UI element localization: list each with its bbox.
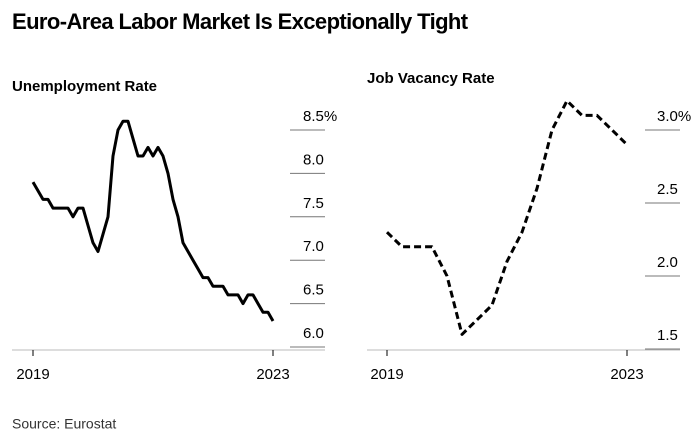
x-tick-label: 2019 [370, 366, 403, 383]
y-tick-label: 3.0% [657, 108, 691, 125]
x-tick-label: 2023 [610, 366, 643, 383]
y-tick-label: 2.5 [657, 181, 678, 198]
series-line [31, 119, 275, 322]
y-tick-label: 8.0 [303, 151, 324, 168]
y-tick-label: 7.0 [303, 238, 324, 255]
page-title: Euro-Area Labor Market Is Exceptionally … [12, 9, 469, 34]
y-tick-label: 6.5 [303, 282, 324, 299]
y-tick-label: 6.0 [303, 325, 324, 342]
y-tick-label: 7.5 [303, 195, 324, 212]
source: Source: Eurostat [12, 416, 116, 432]
y-tick-label: 1.5 [657, 327, 678, 344]
y-tick-label: 8.5% [303, 108, 337, 125]
chart-subtitle: Job Vacancy Rate [367, 70, 495, 87]
y-tick-label: 2.0 [657, 254, 678, 271]
chart-subtitle: Unemployment Rate [12, 78, 157, 95]
x-tick-label: 2019 [16, 366, 49, 383]
x-tick-label: 2023 [256, 366, 289, 383]
series-line [385, 99, 629, 336]
